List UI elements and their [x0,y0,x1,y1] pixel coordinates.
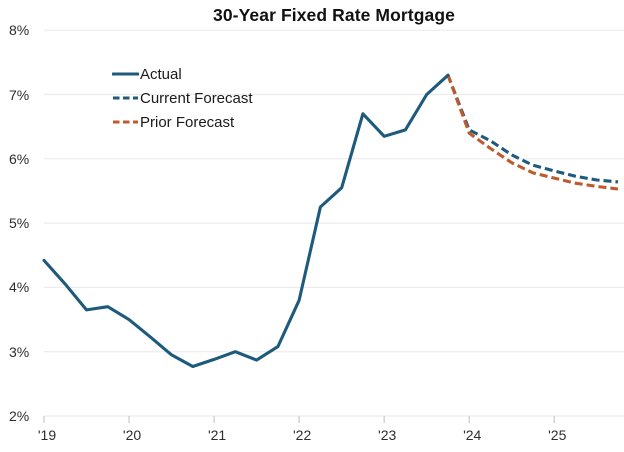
legend-marker-actual [112,72,139,76]
series-line-actual [42,73,450,369]
legend-item-actual: Actual [112,62,253,86]
legend-marker-prior-forecast [113,120,138,124]
series-line-prior-forecast [446,74,619,191]
series-line-current-forecast [446,74,619,184]
y-axis-label: 3% [9,343,30,360]
y-axis-label: 4% [9,279,30,296]
x-axis-label: '22 [293,427,312,443]
legend-item-prior-forecast: Prior Forecast [112,110,253,134]
y-axis-label: 7% [9,86,30,103]
x-axis-label: '23 [378,427,397,443]
legend-marker-current-forecast [113,96,138,100]
legend-item-current-forecast: Current Forecast [112,86,253,110]
x-axis-label: '20 [122,427,142,443]
x-axis-label: '25 [548,427,567,443]
legend-label-prior-forecast: Prior Forecast [140,113,235,131]
x-axis-label: '19 [37,427,57,443]
y-axis-label: 5% [9,215,30,232]
x-axis-label: '21 [207,427,227,443]
y-axis-label: 2% [9,408,30,424]
y-axis-label: 8% [9,22,30,39]
legend: Actual Current Forecast Prior Forecast [112,62,253,134]
x-axis-label: '24 [463,427,482,443]
legend-label-actual: Actual [140,65,182,83]
y-axis-label: 6% [9,150,30,167]
chart-title: 30-Year Fixed Rate Mortgage [213,5,455,25]
legend-label-current-forecast: Current Forecast [140,89,253,107]
